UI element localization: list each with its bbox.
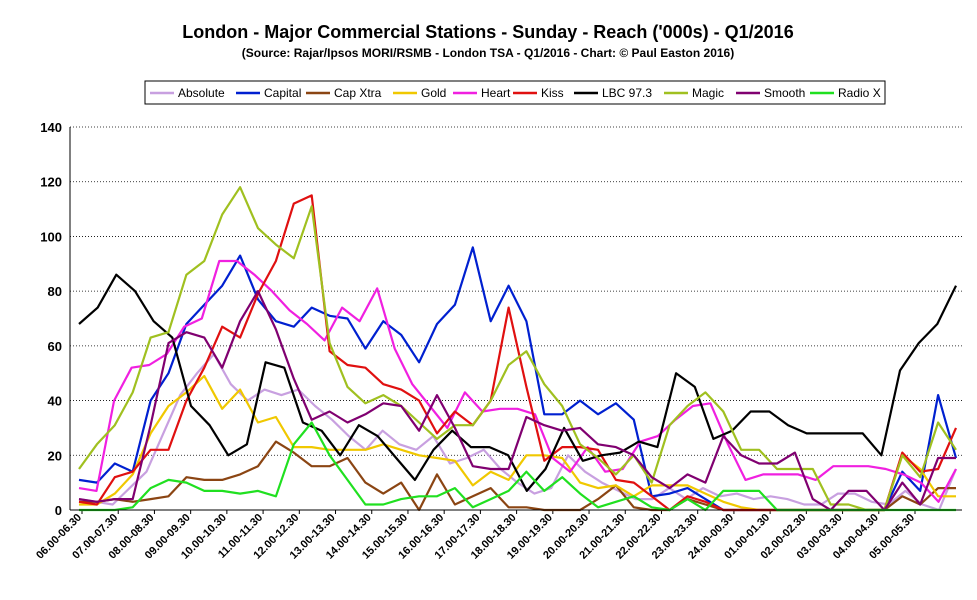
y-axis-ticks: 0 20 40 60 80 100 120 140	[40, 120, 62, 518]
series-line-lbc-97-3	[78, 273, 957, 492]
y-tick-label: 0	[55, 503, 62, 518]
legend-entry: Heart	[481, 86, 511, 100]
legend-entry: Smooth	[764, 86, 805, 100]
series-line-heart	[78, 259, 957, 503]
legend-entry: Capital	[264, 86, 301, 100]
legend-entry: Magic	[692, 86, 724, 100]
chart-title: London - Major Commercial Stations - Sun…	[182, 22, 793, 42]
series-line-smooth	[78, 290, 956, 512]
series-line-cap-xtra	[79, 440, 956, 512]
legend-entry: Absolute	[178, 86, 225, 100]
legend-entry: Gold	[421, 86, 446, 100]
y-tick-label: 140	[40, 120, 62, 135]
legend-entry: Cap Xtra	[334, 86, 382, 100]
y-tick-label: 20	[48, 448, 62, 463]
legend: Absolute Capital Cap Xtra Gold Heart Kiss LBC …	[144, 80, 886, 105]
y-tick-label: 80	[48, 284, 62, 299]
series-line-magic	[78, 186, 957, 512]
series-lines	[78, 186, 958, 512]
y-tick-label: 100	[40, 229, 62, 244]
x-axis-ticks: 06.00-06.3007.00-07.3008.00-08.3009.00-0…	[34, 510, 917, 562]
y-tick-label: 120	[40, 175, 62, 190]
gridlines	[70, 126, 962, 456]
y-tick-label: 60	[48, 339, 62, 354]
legend-entry: LBC 97.3	[602, 86, 652, 100]
legend-entry: Radio X	[838, 86, 881, 100]
legend-entry: Kiss	[541, 86, 564, 100]
series-line-absolute	[78, 353, 958, 512]
y-tick-label: 40	[48, 394, 62, 409]
chart-subtitle: (Source: Rajar/Ipsos MORI/RSMB - London …	[242, 46, 734, 60]
